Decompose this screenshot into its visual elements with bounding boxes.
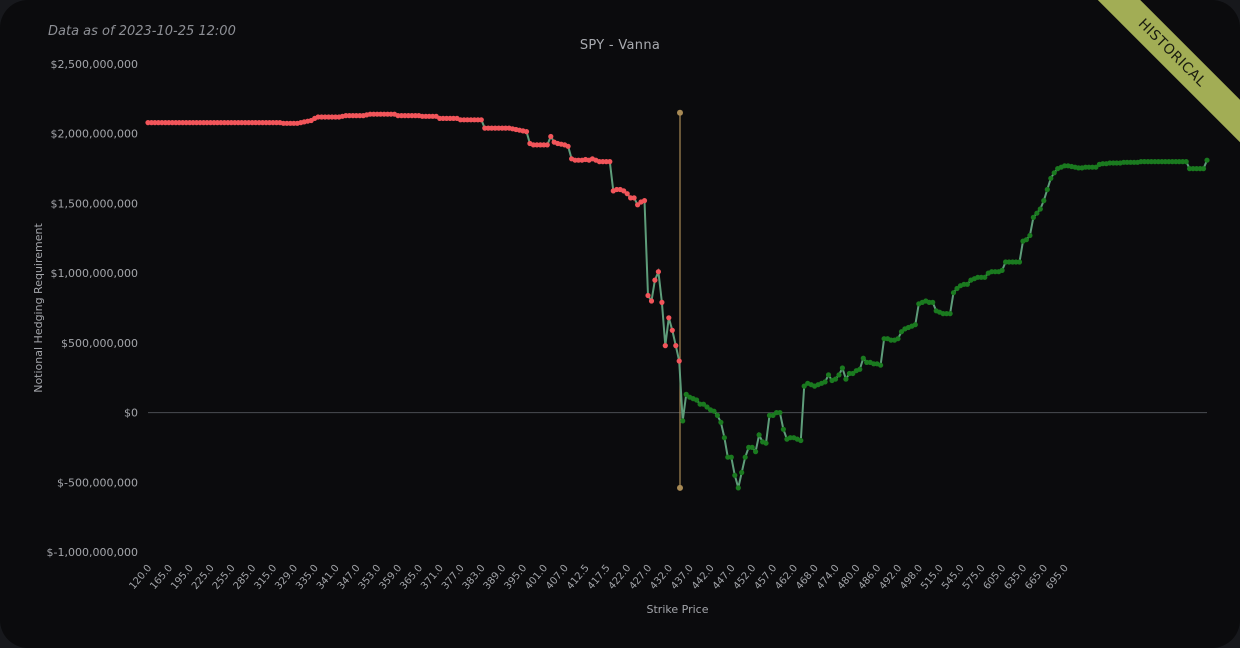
data-point — [662, 343, 668, 349]
data-point — [676, 358, 682, 364]
data-point — [478, 117, 484, 123]
y-tick-label: $1,000,000,000 — [51, 267, 138, 280]
data-point — [950, 290, 957, 296]
data-point — [895, 336, 901, 342]
data-point — [954, 285, 960, 292]
data-point — [655, 269, 662, 275]
data-point — [1023, 237, 1029, 243]
data-point — [1034, 210, 1040, 216]
data-point — [999, 267, 1005, 273]
data-point — [878, 362, 884, 368]
data-point — [711, 408, 717, 414]
y-tick-label: $1,500,000,000 — [51, 197, 138, 210]
data-point — [777, 410, 783, 416]
data-point — [742, 454, 748, 460]
data-point — [1093, 164, 1099, 170]
y-tick-label: $-500,000,000 — [57, 476, 138, 489]
data-point — [930, 299, 936, 305]
data-point — [1027, 232, 1033, 239]
data-point — [839, 365, 846, 371]
data-point — [801, 383, 807, 389]
data-point — [843, 376, 849, 382]
y-tick-label: $0 — [124, 407, 138, 420]
data-point — [912, 322, 918, 328]
data-point — [607, 159, 613, 165]
vanna-series-line — [148, 113, 1208, 489]
data-point — [669, 327, 675, 333]
data-point — [673, 343, 679, 349]
data-point — [683, 391, 689, 397]
data-point — [756, 432, 762, 438]
data-point — [548, 133, 554, 140]
data-point — [666, 315, 672, 321]
data-point — [850, 370, 856, 377]
data-point — [1204, 157, 1210, 163]
x-tick-label: 695.0 — [1044, 563, 1071, 592]
data-point — [947, 311, 953, 317]
data-point — [964, 281, 971, 287]
data-point — [857, 366, 863, 372]
data-point — [1048, 175, 1054, 181]
data-point — [624, 191, 630, 197]
data-point — [621, 188, 627, 194]
data-point — [714, 412, 721, 418]
data-point — [770, 412, 776, 418]
y-tick-label: $2,000,000,000 — [51, 128, 138, 141]
spot-price-bottom-marker — [677, 484, 683, 491]
chart-title: SPY - Vanna — [579, 38, 661, 53]
data-point — [565, 143, 571, 149]
data-point — [732, 472, 738, 478]
data-point — [659, 299, 665, 305]
data-point — [700, 401, 707, 407]
data-point — [749, 444, 755, 450]
data-point — [1051, 170, 1057, 176]
data-point — [680, 418, 686, 424]
data-point — [704, 404, 710, 410]
data-point — [718, 419, 724, 425]
data-point — [780, 426, 787, 432]
data-point — [836, 372, 842, 378]
data-point — [641, 198, 648, 204]
data-point — [739, 469, 745, 476]
data-point — [860, 355, 866, 361]
data-point — [645, 292, 651, 299]
data-point — [523, 129, 530, 135]
data-point — [1041, 198, 1047, 204]
data-as-of-label: Data as of 2023-10-25 12:00 — [48, 24, 236, 39]
data-point — [652, 277, 658, 283]
y-tick-label: $500,000,000 — [61, 337, 138, 350]
data-point — [1183, 159, 1189, 165]
y-tick-label: $2,500,000,000 — [51, 58, 138, 71]
data-point — [631, 195, 637, 201]
data-point — [982, 274, 988, 280]
data-point — [735, 485, 741, 491]
data-point — [753, 449, 759, 455]
data-point — [798, 437, 804, 444]
data-point — [721, 435, 728, 441]
data-point — [728, 454, 734, 460]
data-point — [1037, 206, 1043, 212]
x-axis-title: Strike Price — [647, 603, 709, 616]
data-point — [822, 379, 828, 385]
data-point — [648, 298, 655, 304]
y-axis-title: Notional Hedging Requirement — [32, 223, 45, 393]
data-point — [694, 397, 700, 403]
data-point — [1030, 214, 1036, 220]
data-point — [763, 440, 769, 446]
data-point — [825, 372, 832, 378]
spot-price-top-marker — [677, 109, 683, 116]
data-point — [832, 376, 839, 382]
data-point — [1200, 166, 1207, 172]
y-tick-label: $-1,000,000,000 — [47, 546, 138, 559]
data-point — [544, 142, 550, 148]
data-point — [1044, 186, 1050, 193]
data-point — [1016, 259, 1023, 265]
